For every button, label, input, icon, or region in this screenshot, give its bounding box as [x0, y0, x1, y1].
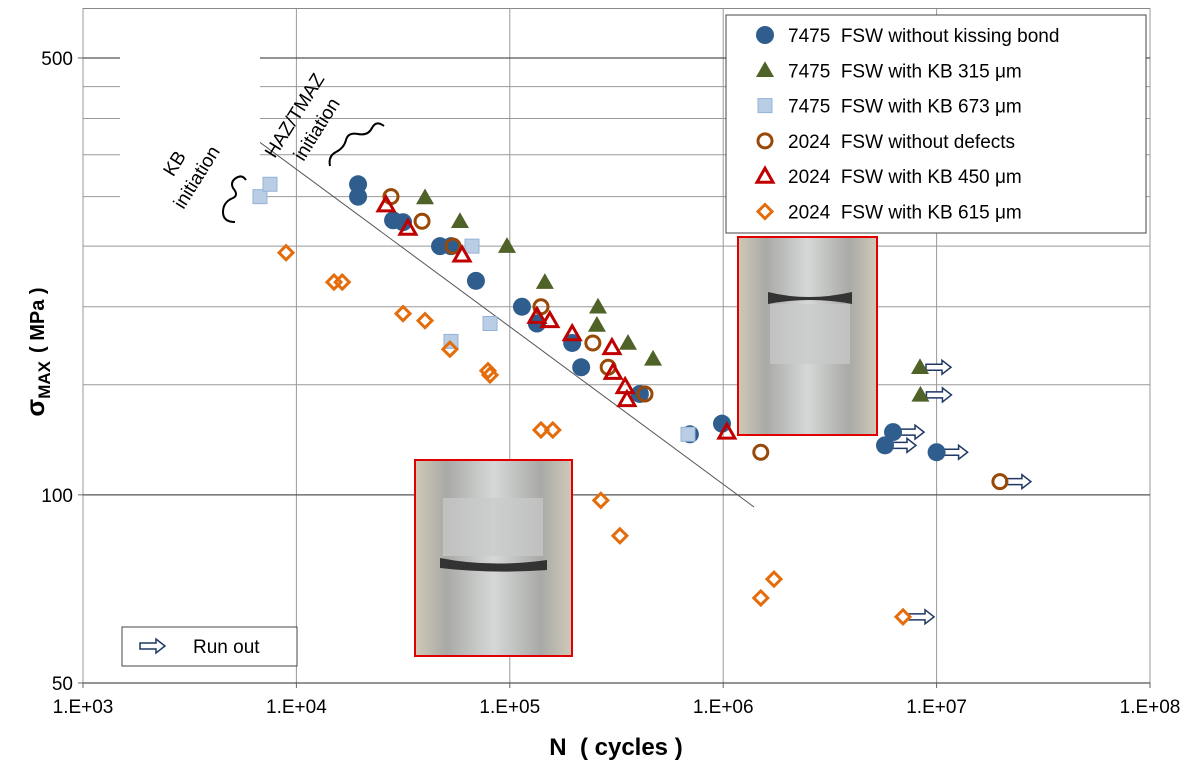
- y-tick-label: 500: [41, 49, 73, 70]
- legend-label: 7475 FSW without kissing bond: [788, 26, 1059, 47]
- point: [513, 298, 531, 316]
- legend-label: 2024 FSW without defects: [788, 132, 1015, 153]
- x-tick-label: 1.E+07: [906, 697, 967, 718]
- page: N ( cycles ) σMAX ( MPa ) 1.E+03 1.E+04 1.E…: [0, 0, 1196, 764]
- point: [467, 272, 485, 290]
- y-axis-title: σMAX ( MPa ): [20, 287, 54, 416]
- legend-box: [726, 15, 1146, 233]
- legend-marker: [756, 26, 774, 44]
- photo: [738, 237, 877, 435]
- y-tick-label: 50: [52, 674, 73, 695]
- point: [884, 423, 902, 441]
- point: [483, 317, 497, 331]
- y-axis-symbol: σ: [20, 399, 50, 417]
- x-tick-label: 1.E+06: [693, 697, 754, 718]
- legend-label: 2024 FSW with KB 615 μm: [788, 203, 1022, 224]
- point: [349, 188, 367, 206]
- legend-label: 7475 FSW with KB 315 μm: [788, 61, 1022, 82]
- x-tick-label: 1.E+03: [53, 697, 114, 718]
- point: [263, 177, 277, 191]
- x-tick-label: 1.E+05: [479, 697, 540, 718]
- point: [465, 239, 479, 253]
- point: [681, 427, 695, 441]
- point: [928, 443, 946, 461]
- y-axis-subscript: MAX: [35, 360, 54, 398]
- legend-label: 2024 FSW with KB 450 μm: [788, 167, 1022, 188]
- legend-label: 7475 FSW with KB 673 μm: [788, 97, 1022, 118]
- chart: N ( cycles ) σMAX ( MPa ) 1.E+03 1.E+04 1.E…: [0, 0, 1196, 764]
- x-tick-label: 1.E+08: [1120, 697, 1181, 718]
- point: [572, 358, 590, 376]
- y-tick-label: 100: [41, 486, 73, 507]
- runout-label: Run out: [193, 637, 260, 658]
- photo: [415, 460, 572, 656]
- x-axis-title: N ( cycles ): [549, 734, 682, 761]
- x-tick-label: 1.E+04: [266, 697, 327, 718]
- legend-marker: [758, 99, 772, 113]
- y-axis-unit: ( MPa ): [27, 287, 49, 353]
